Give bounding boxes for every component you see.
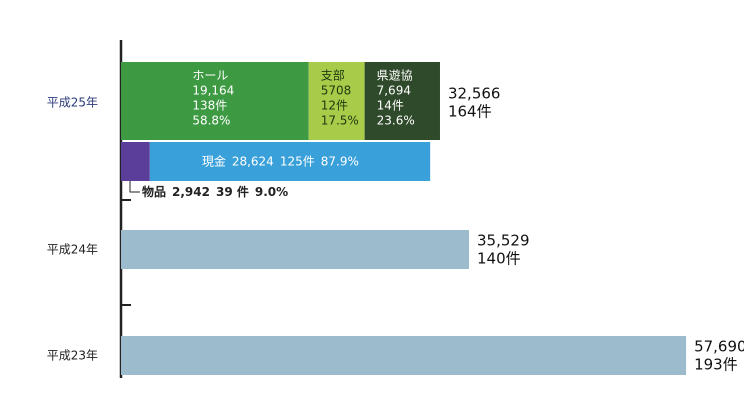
callout-label: 物品 2,942 39 件 9.0%	[142, 184, 288, 199]
value-label: 35,529	[477, 232, 530, 250]
category-label: 平成23年	[47, 349, 98, 363]
label-part: 物品	[142, 184, 166, 199]
segment-label: 現金 28,624 125件 87.9%	[202, 153, 359, 168]
segment-label: 138件	[192, 99, 227, 113]
label-part: 現金	[202, 153, 226, 168]
value-label: 32,566	[448, 85, 501, 103]
segment-label: ホール	[192, 69, 228, 83]
label-part: 2,942	[172, 185, 210, 199]
count-label: 193件	[694, 356, 738, 374]
value-label: 57,690	[694, 338, 744, 356]
label-part: 125件	[280, 154, 315, 168]
label-part: 87.9%	[321, 154, 359, 168]
source-segment	[121, 62, 309, 140]
segment-label: 5708	[321, 84, 352, 98]
category-label: 平成25年	[47, 96, 98, 110]
label-part: 28,624	[232, 154, 274, 168]
bar	[121, 336, 687, 375]
callout-line	[129, 181, 140, 193]
source-segment	[364, 62, 440, 140]
label-part: 9.0%	[255, 185, 288, 199]
segment-label: 支部	[321, 68, 345, 83]
label-part: 39 件	[216, 184, 249, 199]
count-label: 164件	[448, 103, 492, 121]
segment-label: 12件	[321, 99, 348, 113]
bar	[121, 230, 470, 269]
segment-label: 7,694	[377, 84, 411, 98]
type-segment	[149, 142, 431, 181]
segment-label: 17.5%	[321, 114, 359, 128]
type-segment	[121, 142, 150, 181]
segment-label: 58.8%	[192, 114, 230, 128]
count-label: 140件	[477, 250, 521, 268]
source-segment	[308, 62, 365, 140]
segment-label: 23.6%	[377, 114, 415, 128]
category-label: 平成24年	[47, 243, 98, 257]
segment-label: 14件	[377, 99, 404, 113]
segment-label: 県遊協	[377, 68, 413, 83]
segment-label: 19,164	[192, 84, 234, 98]
